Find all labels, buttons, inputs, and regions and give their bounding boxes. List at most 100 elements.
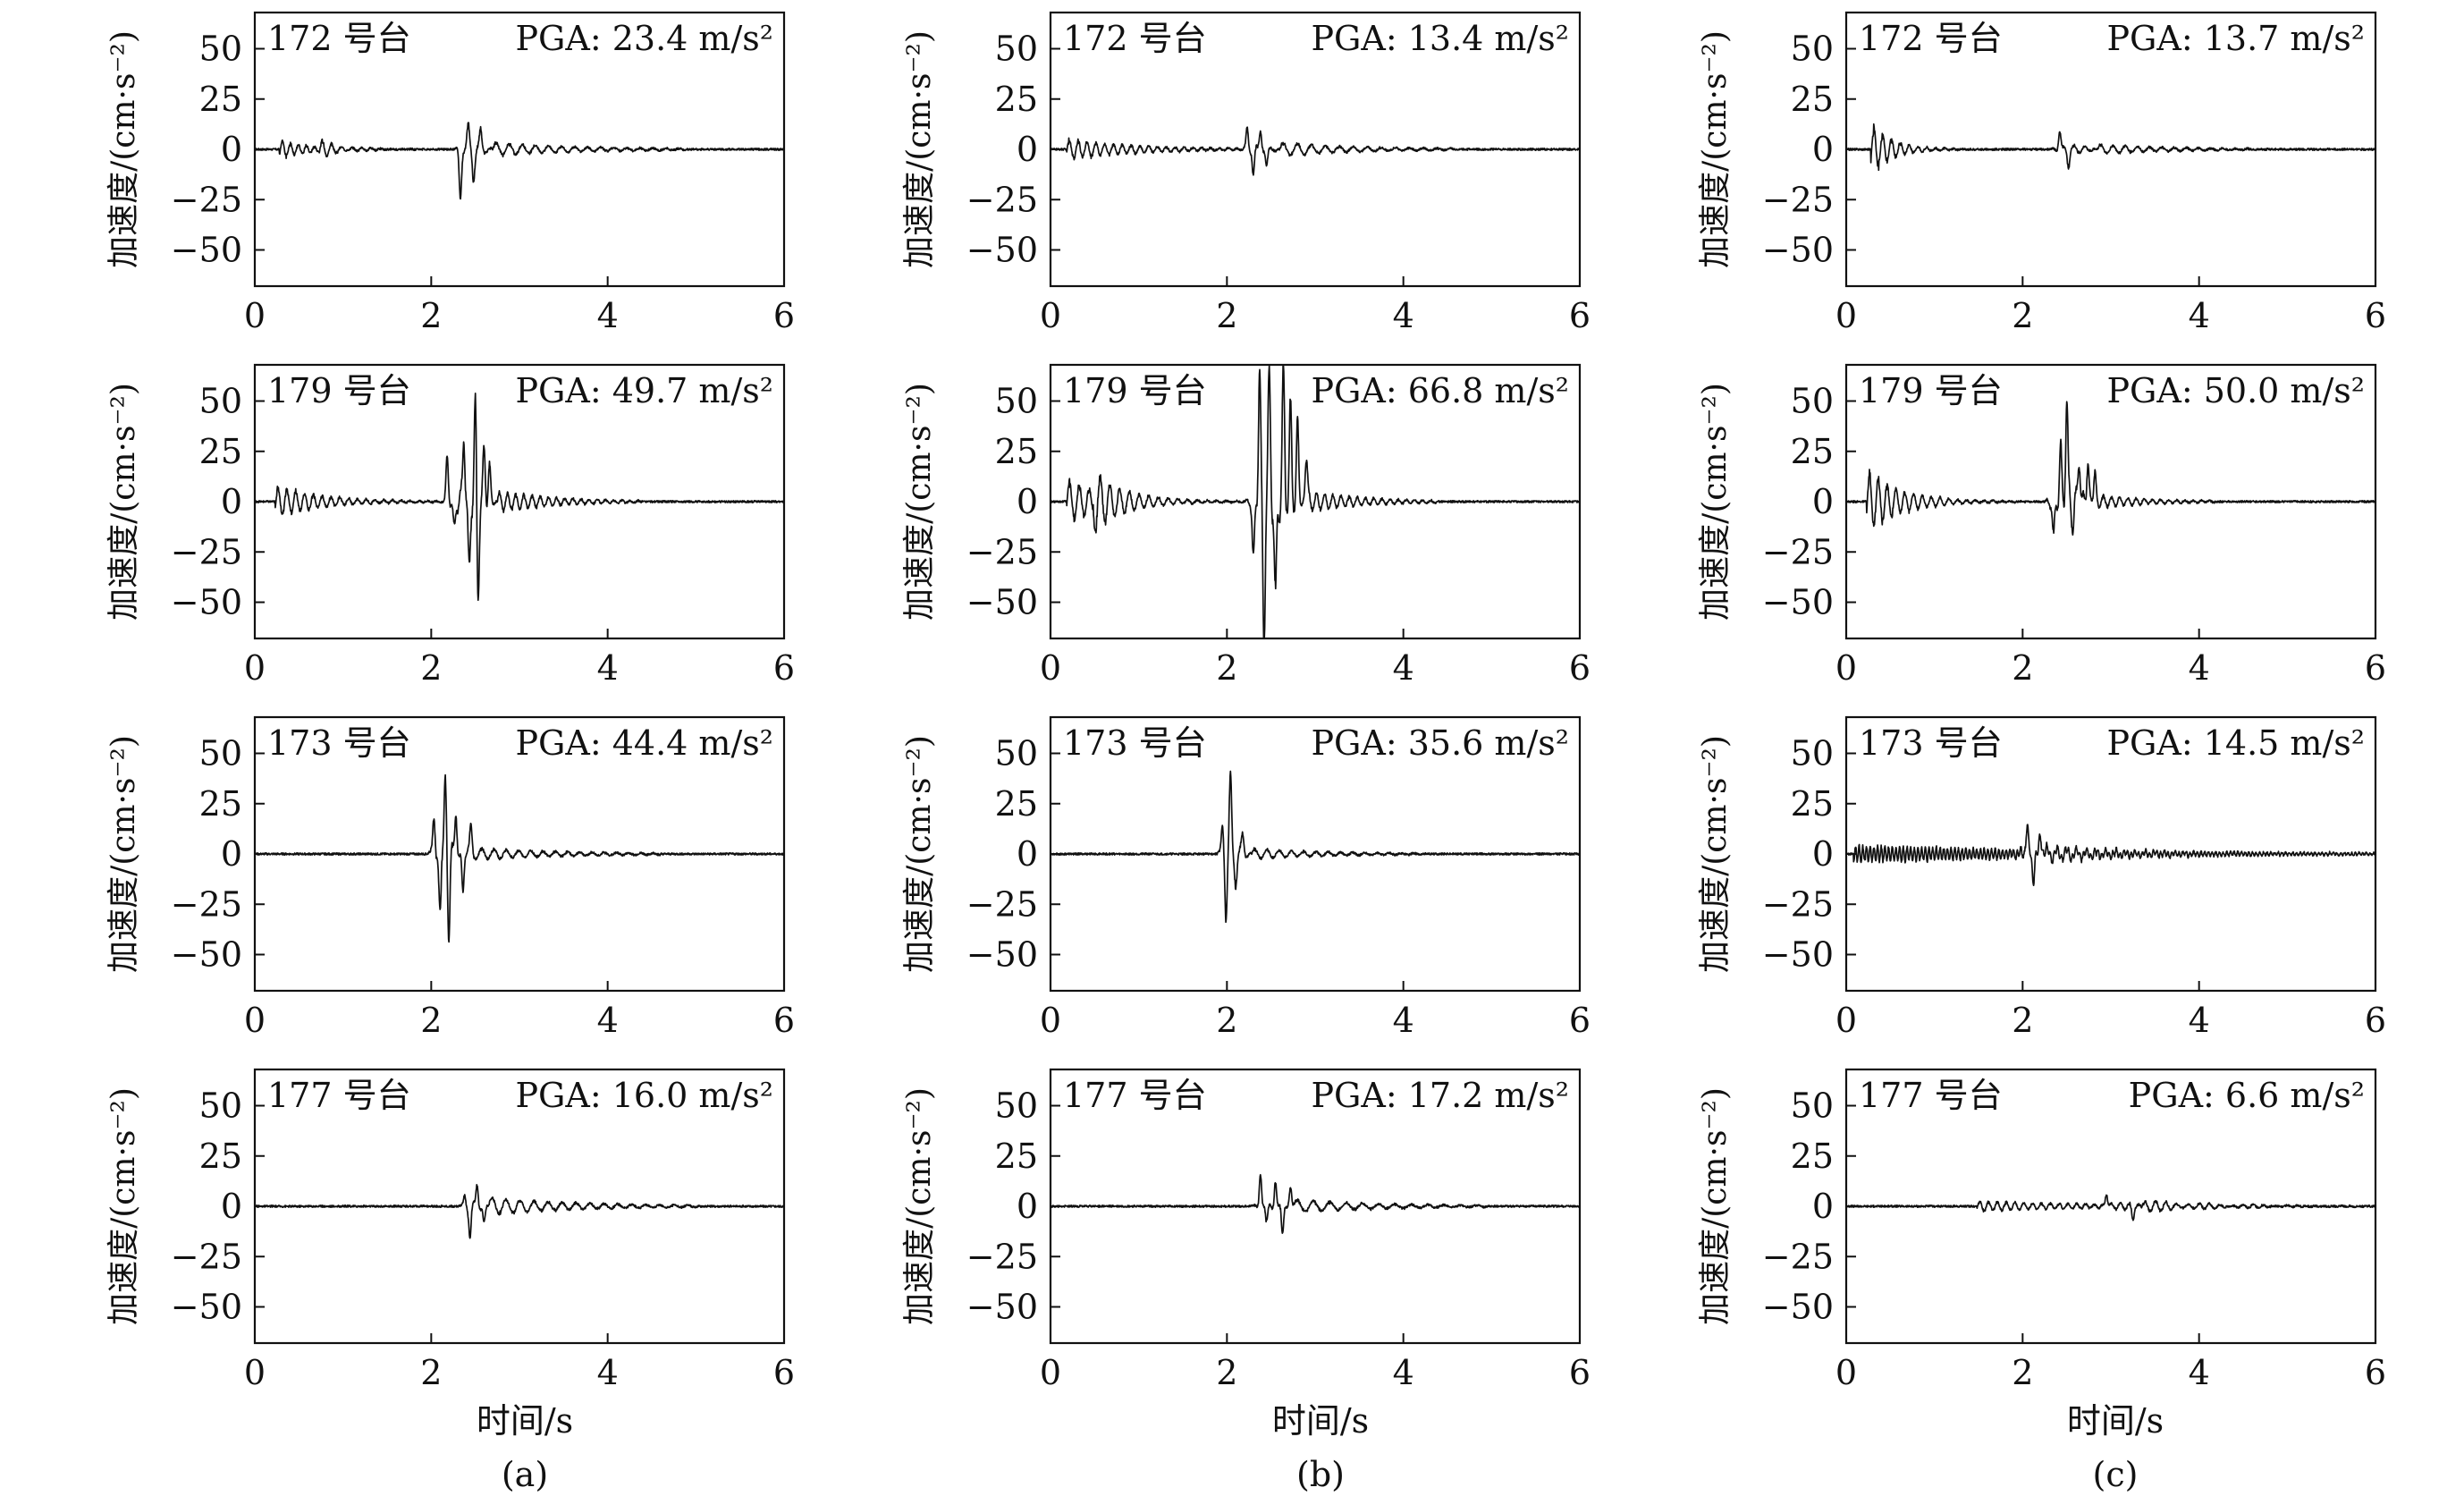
pga-label: PGA: 16.0 m/s² [515,1076,773,1115]
station-label: 173 号台 [1063,723,1207,763]
x-tick-label: 0 [1835,296,1857,335]
y-tick-label: 50 [1791,30,1834,69]
y-tick-label: −50 [171,935,242,975]
y-axis-title: 加速度/(cm·s⁻²) [105,383,142,621]
acceleration-trace [254,773,785,943]
x-axis-title-c: 时间/s [2067,1401,2164,1441]
acceleration-trace [254,393,785,602]
y-axis-title: 加速度/(cm·s⁻²) [1697,1087,1734,1325]
x-tick-label: 6 [1569,1001,1591,1040]
y-tick-label: 25 [199,80,242,119]
acceleration-trace [254,122,785,200]
y-tick-label: 50 [1791,1086,1834,1126]
y-axis-title: 加速度/(cm·s⁻²) [1697,735,1734,973]
y-tick-label: −50 [171,231,242,270]
y-tick-label: 50 [199,1086,242,1126]
x-tick-label: 4 [2189,648,2210,688]
x-tick-label: 6 [773,648,795,688]
pga-label: PGA: 14.5 m/s² [2106,723,2365,763]
y-tick-label: −50 [966,1288,1038,1327]
x-tick-label: 2 [2012,1001,2033,1040]
pga-label: PGA: 50.0 m/s² [2106,371,2365,410]
x-tick-label: 6 [2365,296,2386,335]
x-tick-label: 6 [773,296,795,335]
y-axis-title: 加速度/(cm·s⁻²) [105,1087,142,1325]
y-tick-label: 50 [1791,734,1834,773]
y-tick-label: 25 [199,1137,242,1176]
x-tick-label: 0 [1835,1353,1857,1392]
x-tick-label: 0 [1040,296,1061,335]
y-tick-label: 0 [1812,130,1834,169]
acceleration-trace [1845,401,2376,537]
x-tick-label: 2 [420,296,442,335]
station-label: 177 号台 [1859,1076,2003,1115]
x-tick-label: 6 [1569,648,1591,688]
x-tick-label: 4 [2189,296,2210,335]
y-tick-label: 0 [1812,482,1834,521]
x-axis-title-b: 时间/s [1272,1401,1369,1441]
y-tick-label: −25 [171,884,242,924]
y-tick-label: −50 [1762,935,1834,975]
pga-label: PGA: 6.6 m/s² [2129,1076,2365,1115]
pga-label: PGA: 44.4 m/s² [515,723,773,763]
y-tick-label: 50 [995,30,1038,69]
pga-label: PGA: 49.7 m/s² [515,371,773,410]
y-tick-label: −50 [171,1288,242,1327]
y-axis-title: 加速度/(cm·s⁻²) [1697,383,1734,621]
y-tick-label: 0 [221,834,242,874]
x-tick-label: 0 [244,648,266,688]
y-tick-label: 50 [995,734,1038,773]
y-tick-label: −50 [1762,1288,1834,1327]
x-tick-label: 6 [2365,1001,2386,1040]
y-tick-label: 0 [1017,1187,1038,1226]
y-tick-label: −25 [1762,180,1834,219]
station-label: 179 号台 [1859,371,2003,410]
acceleration-trace [254,1183,785,1239]
y-tick-label: 25 [199,784,242,824]
x-tick-label: 6 [2365,648,2386,688]
station-label: 172 号台 [1063,19,1207,58]
y-axis-title: 加速度/(cm·s⁻²) [901,735,938,973]
station-label: 177 号台 [267,1076,411,1115]
y-axis-title: 加速度/(cm·s⁻²) [901,383,938,621]
pga-label: PGA: 35.6 m/s² [1311,723,1569,763]
y-tick-label: 25 [1791,1137,1834,1176]
y-tick-label: −25 [966,884,1038,924]
y-tick-label: 25 [199,432,242,471]
y-tick-label: 0 [1017,834,1038,874]
x-tick-label: 0 [244,1353,266,1392]
station-label: 173 号台 [1859,723,2003,763]
pga-label: PGA: 66.8 m/s² [1311,371,1569,410]
column-label-a: (a) [502,1455,548,1494]
acceleration-trace [1845,824,2376,887]
y-tick-label: 50 [199,30,242,69]
y-axis-title: 加速度/(cm·s⁻²) [901,1087,938,1325]
y-tick-label: 0 [1017,130,1038,169]
x-tick-label: 2 [1216,1001,1237,1040]
y-axis-title: 加速度/(cm·s⁻²) [105,735,142,973]
x-tick-label: 6 [1569,1353,1591,1392]
y-tick-label: −25 [171,1237,242,1276]
acceleration-trace [1050,1173,1581,1234]
y-tick-label: −50 [966,583,1038,622]
y-tick-label: 50 [995,1086,1038,1126]
y-tick-label: 0 [1812,1187,1834,1226]
x-tick-label: 2 [2012,296,2033,335]
acceleration-trace [1845,123,2376,172]
x-tick-label: 0 [244,296,266,335]
x-tick-label: 4 [597,296,619,335]
y-tick-label: −50 [966,231,1038,270]
x-tick-label: 4 [2189,1001,2210,1040]
y-tick-label: −25 [171,532,242,571]
x-tick-label: 4 [1393,648,1414,688]
y-tick-label: 0 [1812,834,1834,874]
y-tick-label: −25 [1762,532,1834,571]
y-tick-label: −25 [1762,884,1834,924]
